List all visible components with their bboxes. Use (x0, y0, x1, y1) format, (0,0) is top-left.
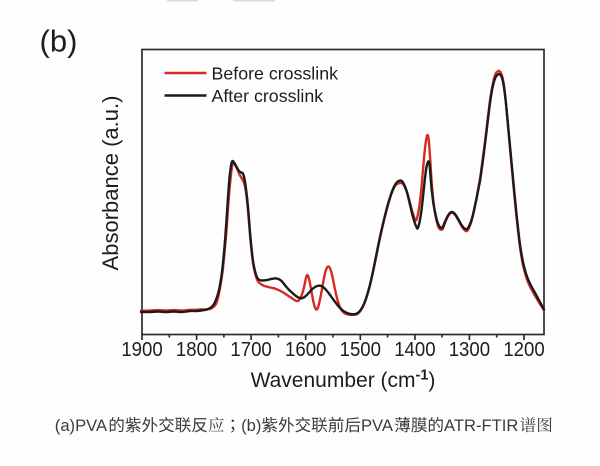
svg-text:Absorbance (a.u.): Absorbance (a.u.) (98, 96, 123, 271)
svg-text:(b): (b) (241, 416, 261, 435)
svg-text:PVA: PVA (361, 416, 394, 435)
svg-text:(a)PVA: (a)PVA (55, 416, 108, 435)
svg-text:1600: 1600 (285, 339, 326, 361)
svg-text:After crosslink: After crosslink (212, 86, 324, 106)
svg-text:1400: 1400 (394, 339, 435, 361)
svg-text:1900: 1900 (121, 339, 162, 361)
svg-text:1200: 1200 (503, 339, 544, 361)
svg-text:Before crosslink: Before crosslink (212, 64, 339, 84)
svg-text:(b): (b) (40, 24, 78, 59)
svg-text:1800: 1800 (176, 339, 217, 361)
svg-text:1300: 1300 (449, 339, 490, 361)
svg-text:ATR-FTIR: ATR-FTIR (444, 416, 518, 435)
svg-text:1500: 1500 (340, 339, 381, 361)
svg-text:Wavenumber (cm-1): Wavenumber (cm-1) (251, 368, 436, 393)
svg-text:1700: 1700 (230, 339, 271, 361)
